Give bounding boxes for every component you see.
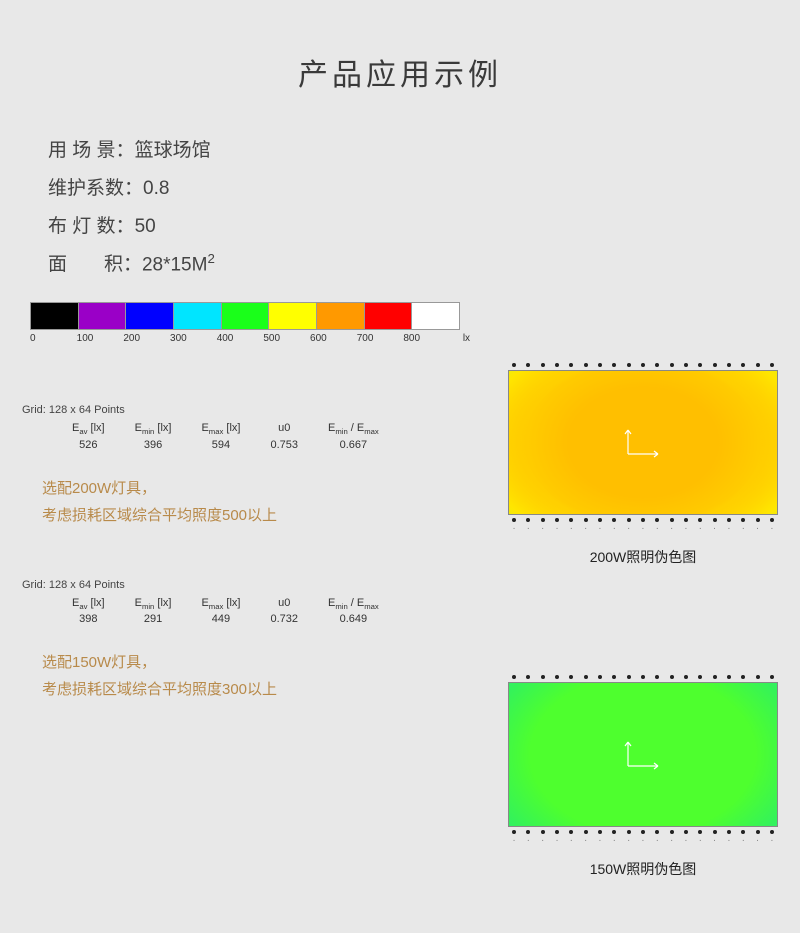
pseudocolor-200w: ··················· 200W照明伪色图	[508, 360, 778, 567]
color-swatch	[31, 303, 79, 329]
scale-tick: 200	[123, 333, 170, 344]
color-scale: 0100200300400500600700800lx	[30, 302, 460, 344]
specs-block: 用 场 景：篮球场馆 维护系数：0.8 布 灯 数：50 面 积：28*15M2	[0, 132, 800, 284]
scene-label: 用 场 景：	[48, 132, 135, 170]
color-swatch	[317, 303, 365, 329]
scale-tick: 100	[77, 333, 124, 344]
lights-label: 布 灯 数：	[48, 208, 135, 246]
page-title: 产品应用示例	[0, 0, 800, 94]
pseudocolor-150w: ··················· 150W照明伪色图	[508, 672, 778, 879]
color-swatch	[412, 303, 459, 329]
grid-info-150: Grid: 128 x 64 Points	[22, 579, 800, 591]
scale-tick: 600	[310, 333, 357, 344]
color-swatch	[365, 303, 413, 329]
heatmap-200w	[508, 370, 778, 515]
caption-150w: 150W照明伪色图	[508, 859, 778, 879]
color-swatch	[174, 303, 222, 329]
scale-tick: 300	[170, 333, 217, 344]
scale-tick: 500	[263, 333, 310, 344]
origin-axis-icon	[623, 740, 663, 770]
maint-label: 维护系数：	[48, 170, 143, 208]
scale-unit: lx	[450, 333, 474, 344]
area-label: 面 积：	[48, 246, 142, 284]
scene-value: 篮球场馆	[135, 132, 211, 170]
scale-tick-labels: 0100200300400500600700800lx	[30, 333, 474, 344]
lights-value: 50	[135, 208, 156, 246]
heatmap-150w	[508, 682, 778, 827]
scale-tick: 800	[403, 333, 450, 344]
scale-tick: 400	[217, 333, 264, 344]
scale-tick: 0	[30, 333, 77, 344]
maint-value: 0.8	[143, 170, 169, 208]
origin-axis-icon	[623, 428, 663, 458]
color-swatch	[269, 303, 317, 329]
area-value: 28*15M2	[142, 246, 215, 284]
stats-table-200: Eav [lx] Emin [lx] Emax [lx] u0 Emin / E…	[56, 420, 395, 452]
caption-200w: 200W照明伪色图	[508, 547, 778, 567]
color-swatch	[222, 303, 270, 329]
scale-tick: 700	[357, 333, 404, 344]
color-swatch	[126, 303, 174, 329]
swatch-row	[30, 302, 460, 330]
color-swatch	[79, 303, 127, 329]
stats-table-150: Eav [lx] Emin [lx] Emax [lx] u0 Emin / E…	[56, 595, 395, 627]
